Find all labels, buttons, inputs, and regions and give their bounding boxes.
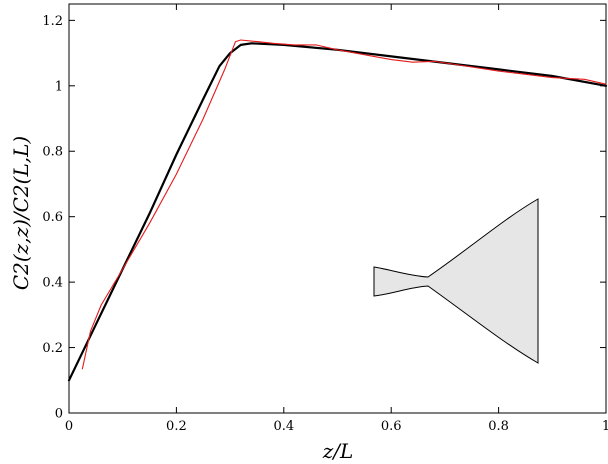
y-axis-label: C2(z,z)/C2(L,L) [9, 136, 33, 290]
x-axis-label: z/L [322, 439, 354, 463]
series-lines [67, 39, 608, 382]
nozzle-shape [373, 198, 539, 364]
y-tick-label: 0.6 [42, 210, 63, 225]
y-tick-label: 0.2 [42, 341, 63, 356]
axes [68, 3, 607, 414]
plot-frame [68, 3, 607, 414]
nozzle-inset-diagram [373, 198, 539, 364]
y-tick-label: 1 [55, 79, 63, 94]
x-tick-label: 0.8 [488, 419, 509, 434]
x-tick-label: 0.6 [381, 419, 402, 434]
x-tick-label: 0.2 [166, 419, 187, 434]
series-line-red [81, 39, 607, 370]
x-tick-label: 1 [602, 419, 608, 434]
y-tick-label: 0.4 [42, 276, 63, 291]
y-tick-label: 0.8 [42, 145, 63, 160]
x-tick-label: 0.4 [273, 419, 294, 434]
y-tick-label: 1.2 [42, 14, 63, 29]
x-tick-label: 0 [65, 419, 73, 434]
ticks: 0 0.2 0.4 0.6 0.8 1 0 0.2 0.4 0.6 0.8 1 1.2 [42, 4, 608, 434]
y-tick-label: 0 [55, 407, 63, 422]
axis-labels: z/L C2(z,z)/C2(L,L) [9, 136, 353, 463]
